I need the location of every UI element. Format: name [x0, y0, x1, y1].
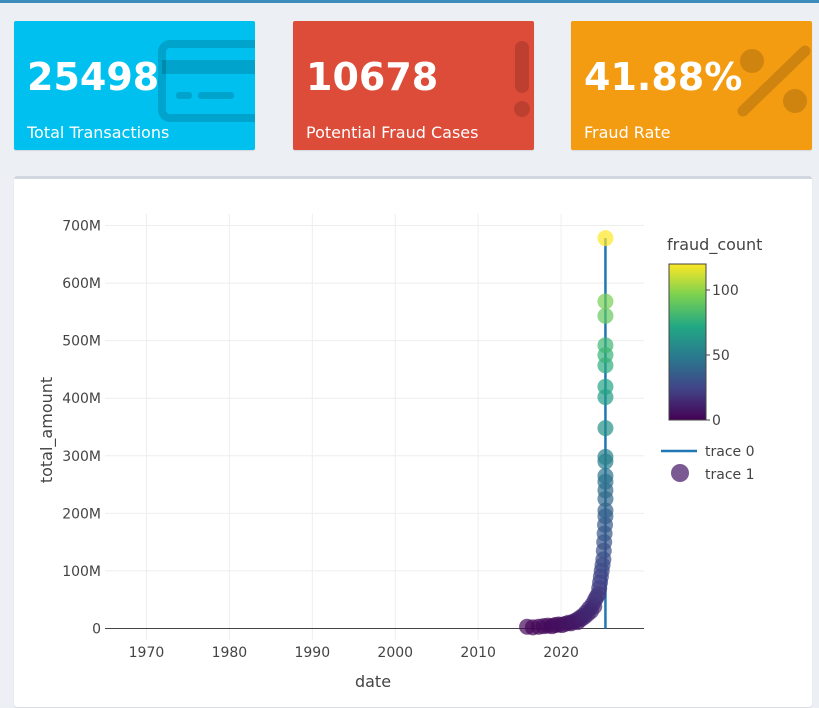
credit-card-icon	[158, 40, 255, 122]
colorbar-tick-label: 0	[712, 413, 721, 429]
fraud-rate-box: 41.88% Fraud Rate	[571, 21, 812, 150]
colorbar-tick-label: 50	[712, 348, 730, 364]
legend-trace-1-marker	[671, 464, 689, 482]
y-axis-ticks: 0 100M 200M 300M 400M 500M 600M 700M	[62, 219, 101, 638]
top-bar	[0, 0, 819, 3]
trace-1-points	[519, 230, 614, 636]
colorbar-tick-label: 100	[712, 283, 739, 299]
data-point	[597, 448, 614, 465]
y-tick-label: 200M	[62, 506, 101, 522]
total-transactions-label: Total Transactions	[27, 123, 170, 142]
y-tick-label: 400M	[62, 391, 101, 407]
legend-trace-1-label: trace 1	[705, 467, 755, 483]
potential-fraud-label: Potential Fraud Cases	[306, 123, 479, 142]
x-tick-label: 2010	[460, 645, 496, 661]
x-tick-label: 2020	[543, 645, 579, 661]
potential-fraud-box: 10678 Potential Fraud Cases	[293, 21, 534, 150]
y-tick-label: 300M	[62, 449, 101, 465]
y-tick-label: 500M	[62, 334, 101, 350]
data-point	[597, 378, 614, 395]
y-tick-label: 700M	[62, 219, 101, 235]
exclamation-icon	[514, 41, 530, 117]
legend[interactable]: trace 0 trace 1	[661, 444, 755, 483]
percent-icon	[737, 45, 811, 117]
data-point	[597, 230, 614, 247]
chart-gridlines	[105, 214, 644, 640]
x-axis-ticks: 1970 1980 1990 2000 2010 2020	[129, 645, 579, 661]
colorbar	[668, 263, 707, 421]
total-transactions-value: 25498	[27, 55, 160, 99]
data-point	[597, 337, 614, 354]
x-axis-label: date	[355, 672, 391, 691]
y-tick-label: 0	[92, 621, 101, 637]
total-transactions-box: 25498 Total Transactions	[14, 21, 255, 150]
data-point	[597, 467, 614, 484]
data-point	[597, 293, 614, 310]
x-tick-label: 2000	[377, 645, 413, 661]
data-point	[597, 502, 614, 519]
potential-fraud-value: 10678	[306, 55, 439, 99]
legend-trace-0-label: trace 0	[705, 444, 755, 460]
x-tick-label: 1970	[129, 645, 165, 661]
y-tick-label: 100M	[62, 564, 101, 580]
colorbar-title: fraud_count	[667, 235, 762, 255]
data-point	[597, 420, 614, 437]
data-point	[597, 307, 614, 324]
fraud-rate-label: Fraud Rate	[584, 123, 671, 142]
x-tick-label: 1980	[212, 645, 248, 661]
x-tick-label: 1990	[294, 645, 330, 661]
fraud-rate-value: 41.88%	[584, 55, 743, 99]
y-axis-label: total_amount	[37, 377, 57, 483]
colorbar-ticks: 0 50 100	[706, 283, 739, 429]
y-tick-label: 600M	[62, 276, 101, 292]
